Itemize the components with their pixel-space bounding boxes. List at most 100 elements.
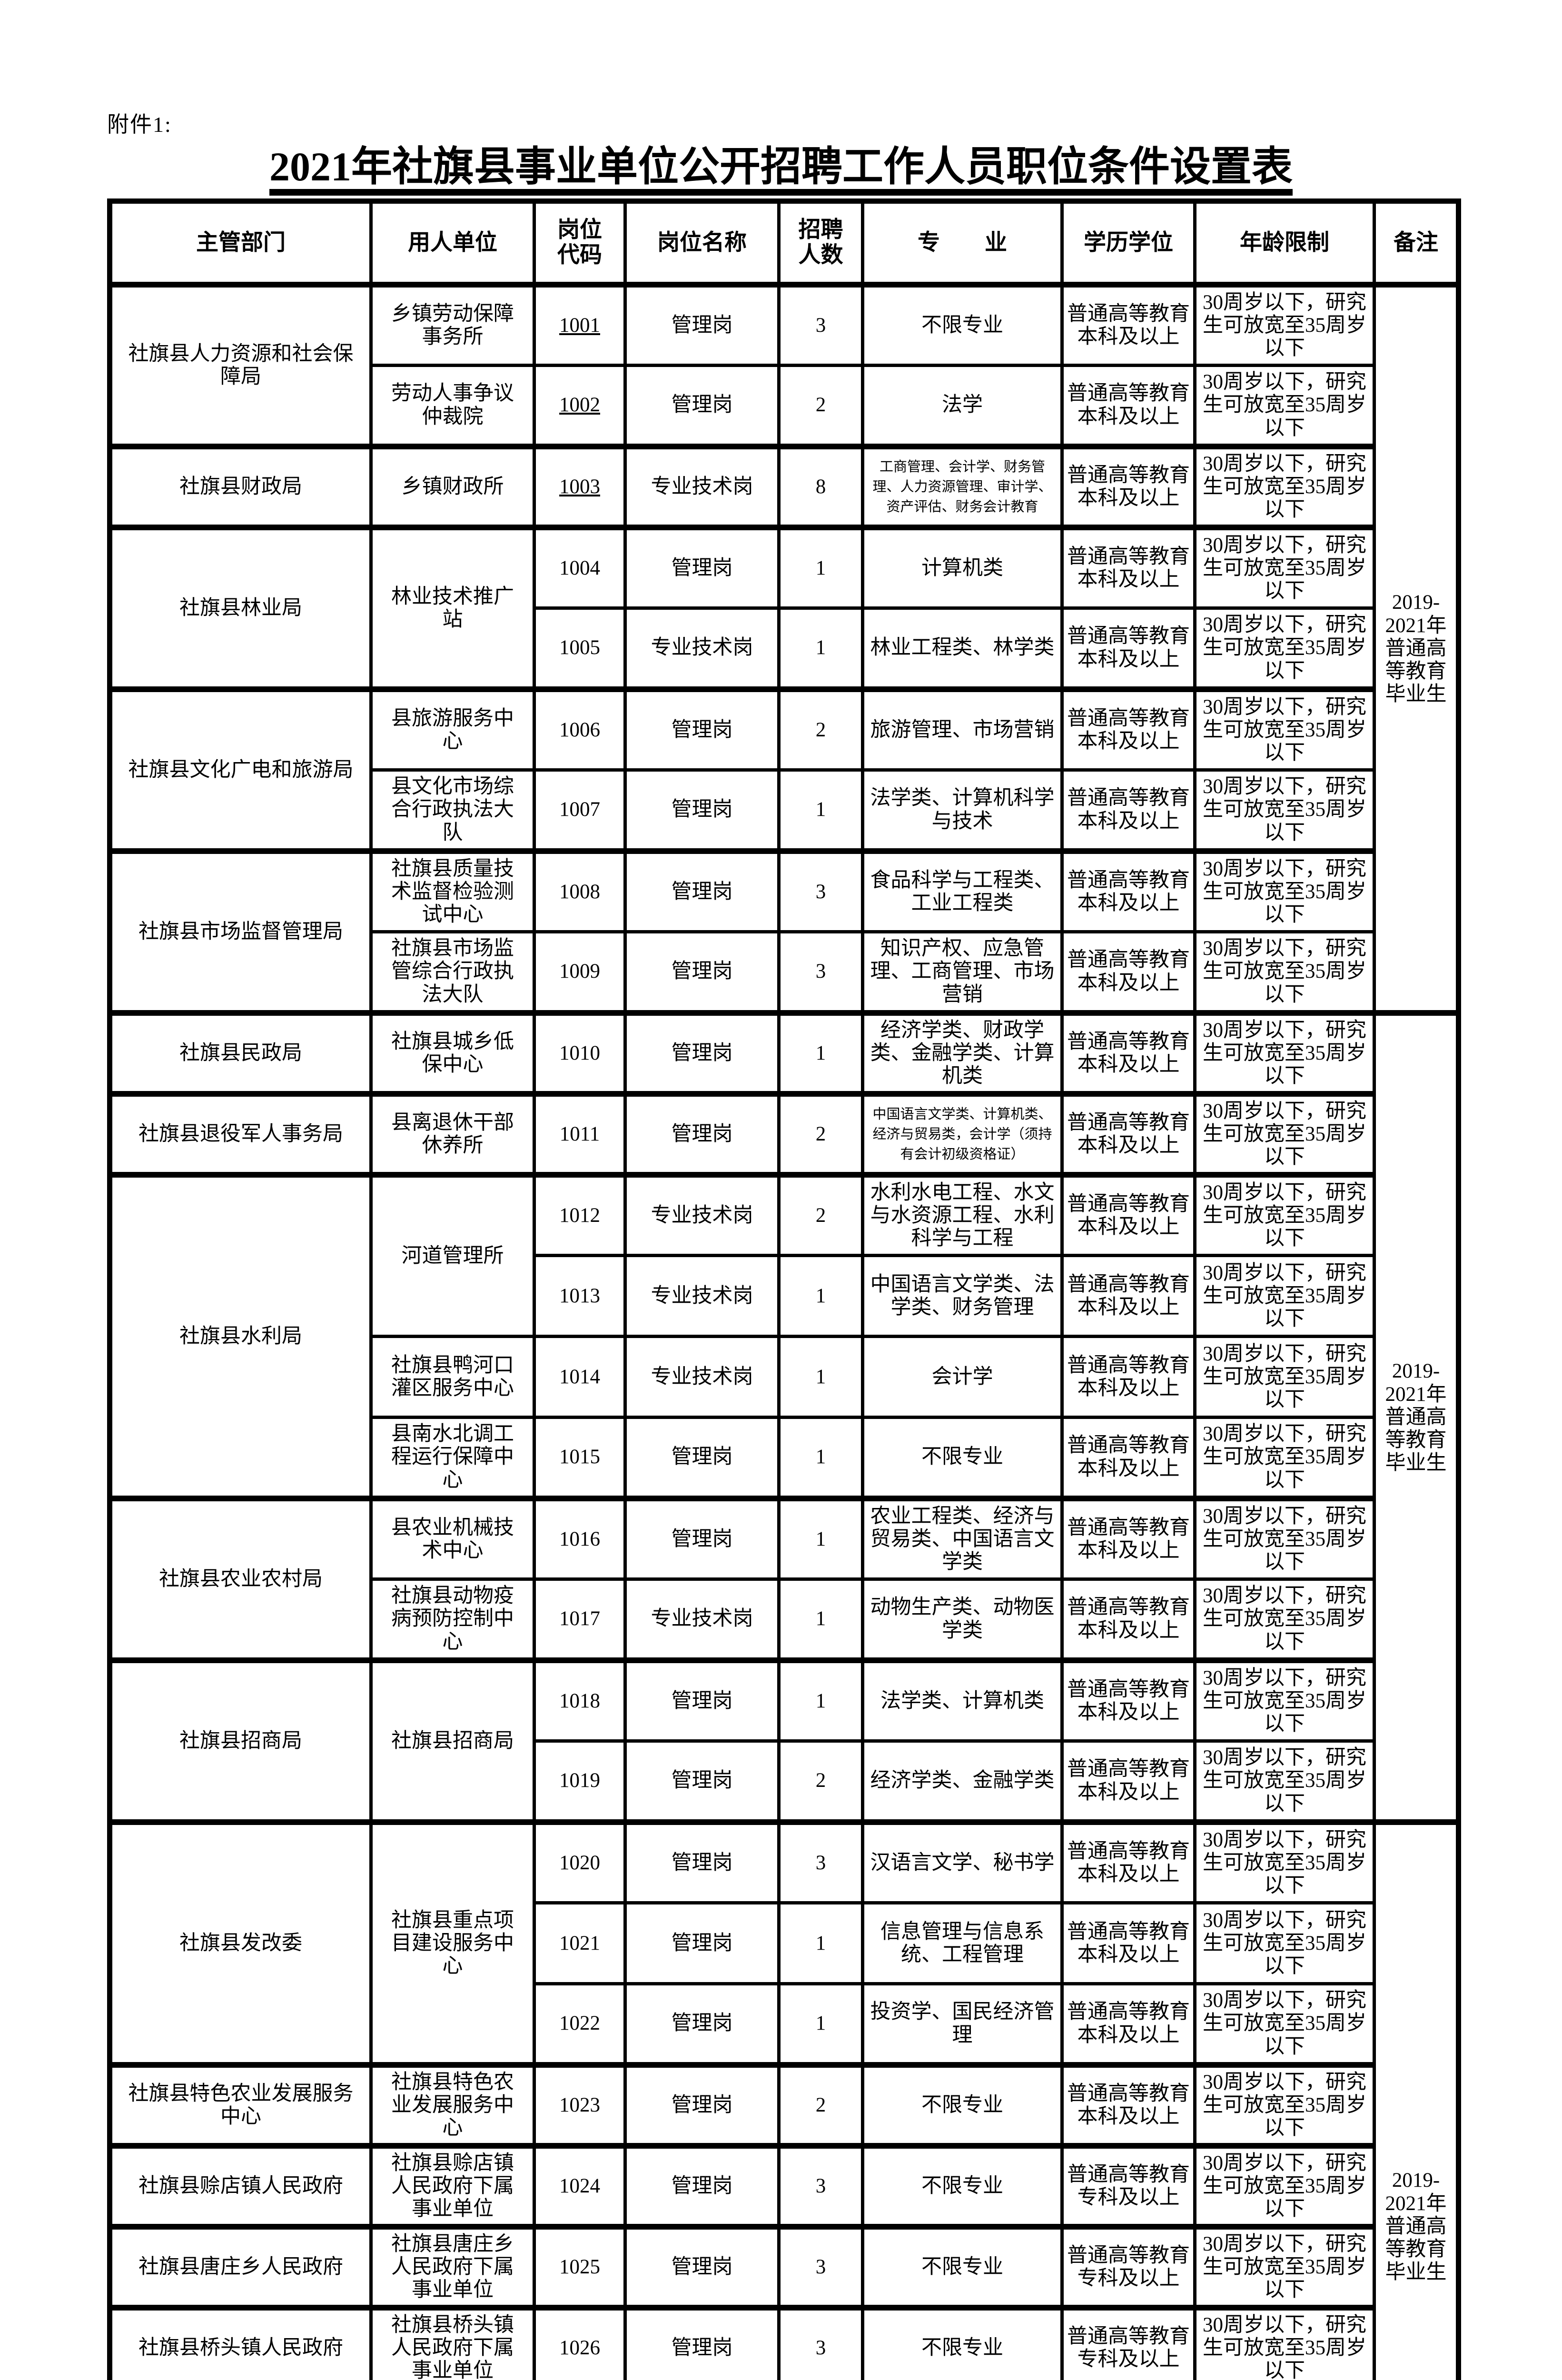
count-cell: 1	[777, 1901, 864, 1986]
employer-cell-text: 社旗县特色农业发展服务中心	[391, 2071, 514, 2139]
major-cell-text: 不限专业	[921, 1446, 1003, 1468]
post-type-cell: 管理岗	[623, 1010, 781, 1096]
code-cell: 1017	[533, 1577, 627, 1662]
major-cell-text: 旅游管理、市场营销	[870, 718, 1055, 741]
post-type-cell: 专业技术岗	[623, 443, 781, 529]
major-cell-text: 不限专业	[921, 2336, 1003, 2359]
education-cell: 普通高等教育本科及以上	[1060, 1739, 1196, 1824]
education-cell-text: 普通高等教育本科及以上	[1067, 707, 1190, 753]
table-row: 劳动人事争议仲裁院 1002 管理岗 2 法学 普通高等教育本科及以上 30周岁以下，研究生…	[110, 364, 1459, 448]
age-limit-cell-text: 30周岁以下，研究生可放宽至35周岁以下	[1203, 2313, 1366, 2380]
post-type-cell-text: 管理岗	[671, 314, 733, 337]
age-limit-cell: 30周岁以下，研究生可放宽至35周岁以下	[1193, 1254, 1376, 1339]
major-cell: 不限专业	[861, 2142, 1064, 2229]
education-cell: 普通高等教育本科及以上	[1060, 1416, 1196, 1500]
major-cell-text: 会计学	[931, 1365, 993, 1388]
employer-cell: 乡镇劳动保障事务所	[369, 281, 536, 367]
header-remark: 备注	[1373, 199, 1460, 288]
age-limit-cell: 30周岁以下，研究生可放宽至35周岁以下	[1193, 1091, 1376, 1177]
age-limit-cell-text: 30周岁以下，研究生可放宽至35周岁以下	[1203, 1261, 1366, 1330]
education-cell-text: 普通高等教育本科及以上	[1067, 1516, 1190, 1562]
table-row: 1022 管理岗 1 投资学、国民经济管理 普通高等教育本科及以上 30周岁以下，研究生可…	[110, 1982, 1459, 2067]
table-row: 社旗县赊店镇人民政府 社旗县赊店镇人民政府下属事业单位 1024 管理岗 3 不限专业 普通…	[108, 2142, 1459, 2229]
age-limit-cell: 30周岁以下，研究生可放宽至35周岁以下	[1193, 1171, 1376, 1258]
post-type-cell-text: 专业技术岗	[651, 636, 753, 659]
code-cell-text: 1017	[559, 1607, 600, 1630]
code-cell: 1005	[533, 606, 627, 691]
employer-cell-text: 社旗县重点项目建设服务中心	[391, 1909, 514, 1977]
age-limit-cell-text: 30周岁以下，研究生可放宽至35周岁以下	[1203, 614, 1366, 682]
age-limit-cell: 30周岁以下，研究生可放宽至35周岁以下	[1193, 1495, 1376, 1581]
age-limit-cell: 30周岁以下，研究生可放宽至35周岁以下	[1193, 1657, 1376, 1743]
age-limit-cell-text: 30周岁以下，研究生可放宽至35周岁以下	[1203, 1423, 1366, 1491]
major-cell: 法学类、计算机类	[861, 1657, 1064, 1743]
code-cell-text: 1014	[559, 1365, 600, 1388]
employer-cell: 县离退休干部休养所	[369, 1091, 536, 1177]
remark-cell-text: 2019-2021年普通高等教育毕业生	[1385, 2169, 1447, 2284]
age-limit-cell-text: 30周岁以下，研究生可放宽至35周岁以下	[1203, 1989, 1366, 2058]
count-cell: 1	[777, 524, 864, 610]
post-type-cell: 专业技术岗	[623, 1171, 781, 1258]
age-limit-cell-text: 30周岁以下，研究生可放宽至35周岁以下	[1203, 1181, 1366, 1250]
major-cell-text: 汉语言文学、秘书学	[870, 1851, 1055, 1874]
employer-cell: 劳动人事争议仲裁院	[369, 364, 536, 448]
education-cell-text: 普通高等教育本科及以上	[1067, 1434, 1190, 1480]
education-cell: 普通高等教育本科及以上	[1060, 1901, 1196, 1986]
count-cell: 3	[777, 848, 864, 934]
code-cell-text: 1020	[559, 1851, 600, 1874]
count-cell: 2	[777, 1739, 864, 1824]
header-employer: 用人单位	[369, 199, 536, 288]
post-type-cell-text: 管理岗	[671, 1769, 733, 1792]
count-cell-text: 1	[815, 1041, 826, 1064]
code-cell-text: 1016	[559, 1527, 600, 1550]
count-cell-text: 1	[815, 2012, 826, 2035]
count-cell: 1	[777, 606, 864, 691]
code-cell-text: 1008	[559, 880, 600, 903]
education-cell-text: 普通高等教育本科及以上	[1067, 2082, 1190, 2128]
table-row: 1013 专业技术岗 1 中国语言文学类、法学类、财务管理 普通高等教育本科及以上 30周…	[110, 1254, 1459, 1339]
education-cell-text: 普通高等教育本科及以上	[1067, 787, 1190, 833]
table-row: 社旗县桥头镇人民政府 社旗县桥头镇人民政府下属事业单位 1026 管理岗 3 不限专业 普通…	[108, 2304, 1459, 2380]
employer-cell-text: 社旗县唐庄乡人民政府下属事业单位	[391, 2232, 514, 2301]
education-cell-text: 普通高等教育本科及以上	[1067, 949, 1190, 994]
count-cell-text: 2	[815, 1204, 826, 1227]
major-cell-text: 林业工程类、林学类	[870, 636, 1055, 659]
education-cell-text: 普通高等教育本科及以上	[1067, 302, 1190, 348]
code-cell-text: 1010	[559, 1041, 600, 1064]
major-cell-text: 食品科学与工程类、工业工程类	[870, 869, 1055, 915]
count-cell-text: 3	[815, 880, 826, 903]
post-type-cell: 专业技术岗	[623, 606, 781, 691]
count-cell-text: 1	[815, 798, 826, 821]
count-cell-text: 2	[815, 1122, 826, 1145]
major-cell: 中国语言文学类、计算机类、经济与贸易类，会计学（须持有会计初级资格证）	[861, 1091, 1064, 1177]
education-cell: 普通高等教育本科及以上	[1060, 1657, 1196, 1743]
dept-cell-text: 社旗县特色农业发展服务中心	[128, 2082, 354, 2128]
employer-cell: 县南水北调工程运行保障中心	[369, 1416, 536, 1500]
major-cell-text: 信息管理与信息系统、工程管理	[880, 1920, 1044, 1966]
age-limit-cell-text: 30周岁以下，研究生可放宽至35周岁以下	[1203, 1100, 1366, 1168]
code-cell: 1023	[533, 2062, 627, 2148]
code-cell: 1021	[533, 1901, 627, 1986]
employer-cell-text: 县文化市场综合行政执法大队	[391, 775, 514, 844]
education-cell: 普通高等教育本科及以上	[1060, 768, 1196, 853]
major-cell-text: 不限专业	[921, 314, 1003, 337]
employer-cell: 社旗县市场监管综合行政执法大队	[369, 930, 536, 1015]
major-cell: 不限专业	[861, 2223, 1064, 2310]
employer-cell: 社旗县质量技术监督检验测试中心	[369, 848, 536, 934]
post-type-cell: 管理岗	[623, 1657, 781, 1743]
post-type-cell: 管理岗	[623, 281, 781, 367]
dept-cell-text: 社旗县农业农村局	[159, 1567, 323, 1590]
employer-cell: 社旗县招商局	[369, 1657, 536, 1824]
code-cell-text: 1023	[559, 2093, 600, 2116]
post-type-cell: 管理岗	[623, 768, 781, 853]
table-row: 社旗县林业局 林业技术推广站 1004 管理岗 1 计算机类 普通高等教育本科及以上 30周岁…	[108, 524, 1459, 691]
dept-cell: 社旗县唐庄乡人民政府	[108, 2223, 373, 2310]
major-cell: 投资学、国民经济管理	[861, 1982, 1064, 2067]
major-cell-text: 投资学、国民经济管理	[870, 2001, 1055, 2046]
recruitment-table: 主管部门 用人单位 岗位 代码 岗位名称 招聘 人数 专 业 学历学位 年龄限制…	[107, 198, 1461, 2380]
post-type-cell-text: 管理岗	[671, 1041, 733, 1064]
header-age-limit: 年龄限制	[1193, 199, 1376, 288]
education-cell-text: 普通高等教育本科及以上	[1067, 1030, 1190, 1076]
education-cell: 普通高等教育本科及以上	[1060, 686, 1196, 772]
education-cell: 普通高等教育专科及以上	[1060, 2142, 1196, 2229]
